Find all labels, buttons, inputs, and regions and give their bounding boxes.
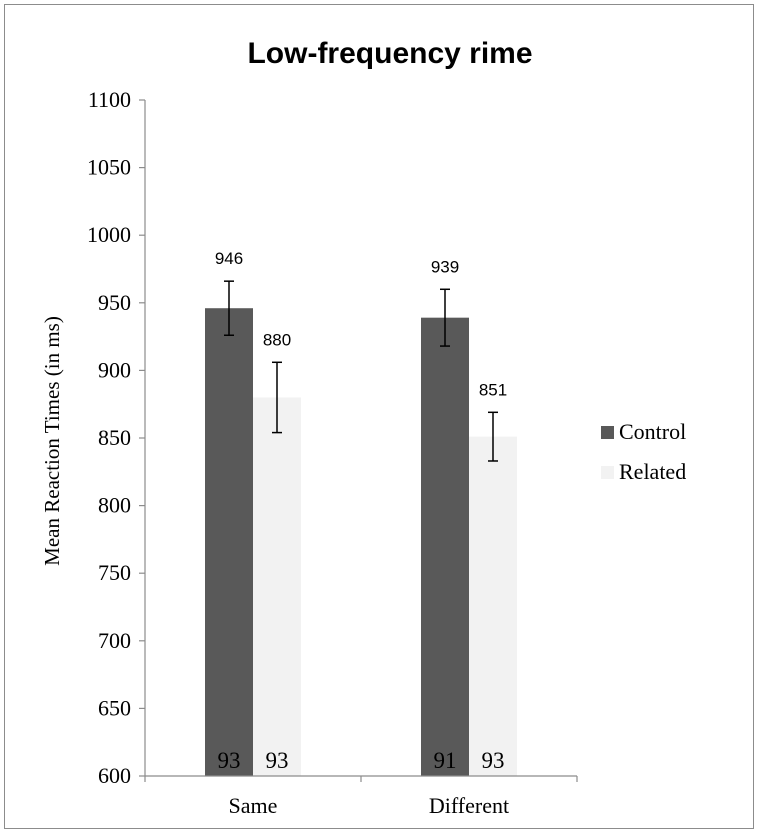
- y-tick-label: 1000: [87, 222, 131, 247]
- bar-related-same: [253, 397, 301, 776]
- y-tick-label: 950: [98, 290, 131, 315]
- chart-title: Low-frequency rime: [247, 37, 532, 70]
- legend-label-related: Related: [619, 459, 686, 484]
- legend: Control Related: [601, 419, 686, 484]
- y-tick-label: 700: [98, 628, 131, 653]
- chart-frame: Low-frequency rime Mean Reaction Times (…: [4, 4, 754, 829]
- y-tick-label: 900: [98, 357, 131, 382]
- x-tick-label-same: Same: [229, 793, 278, 818]
- y-tick-label: 800: [98, 493, 131, 518]
- n-label-control-same: 93: [218, 748, 241, 773]
- legend-swatch-control: [601, 426, 614, 439]
- legend-label-control: Control: [619, 419, 686, 444]
- data-label-related-same: 880: [263, 330, 291, 349]
- n-label-control-different: 91: [434, 748, 457, 773]
- bar-related-different: [469, 436, 517, 776]
- y-tick-label: 650: [98, 695, 131, 720]
- y-tick-label: 600: [98, 763, 131, 788]
- data-label-related-different: 851: [479, 380, 507, 399]
- data-label-control-same: 946: [215, 249, 243, 268]
- chart-svg: Low-frequency rime Mean Reaction Times (…: [40, 37, 686, 818]
- x-tick-label-different: Different: [429, 793, 509, 818]
- bar-control-same: [205, 308, 253, 776]
- data-label-control-different: 939: [431, 257, 459, 276]
- n-label-related-same: 93: [266, 748, 289, 773]
- y-tick-label: 850: [98, 425, 131, 450]
- bar-control-different: [421, 317, 469, 776]
- y-axis-label: Mean Reaction Times (in ms): [40, 316, 64, 566]
- legend-swatch-related: [601, 466, 614, 479]
- plot-area: 946 93 939 91 880 93 851 93 600 650 700 750 800 850 90…: [87, 87, 578, 818]
- y-tick-label: 1100: [88, 87, 131, 112]
- y-tick-label: 1050: [87, 155, 131, 180]
- y-tick-label: 750: [98, 560, 131, 585]
- n-label-related-different: 93: [482, 748, 505, 773]
